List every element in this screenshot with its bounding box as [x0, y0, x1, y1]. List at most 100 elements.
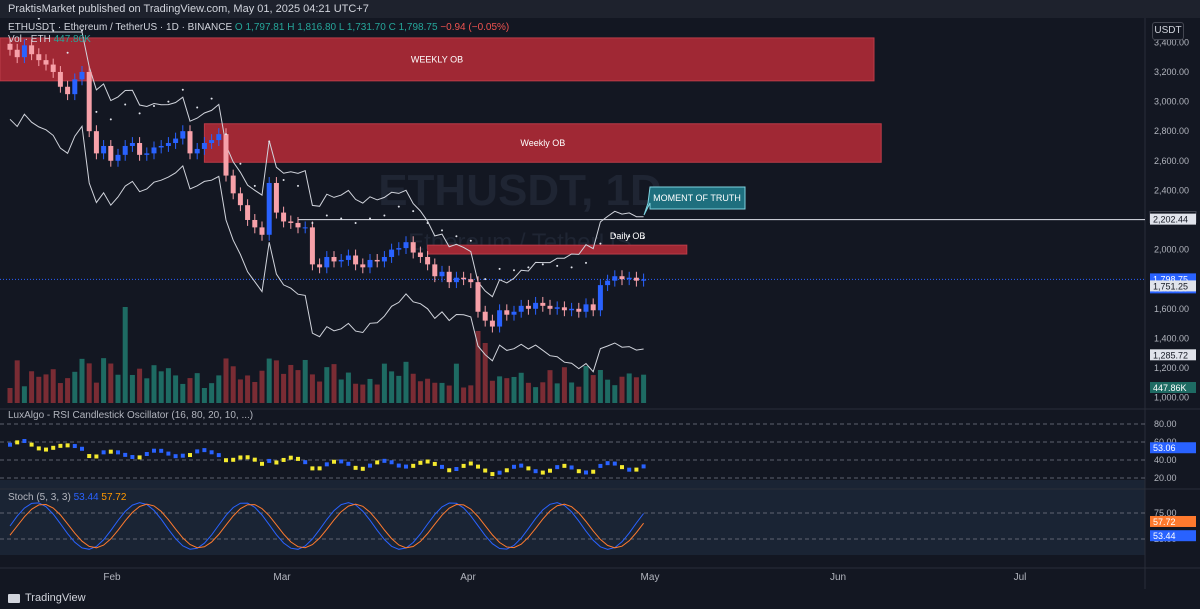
price-tick-label: 3,000.00 — [1154, 97, 1189, 107]
trailing-dot — [369, 217, 371, 220]
rsi-candle — [612, 461, 617, 466]
trailing-dot — [109, 118, 112, 121]
volume-bar — [144, 378, 150, 403]
rsi-candle — [569, 465, 574, 470]
volume-bar — [612, 385, 618, 403]
rsi-candle — [512, 464, 516, 469]
rsi-candle — [461, 463, 466, 468]
volume-bar — [432, 382, 438, 403]
volume-bar — [137, 368, 143, 403]
rsi-candle — [598, 463, 603, 468]
candle-body — [381, 256, 387, 262]
rsi-candle — [15, 440, 20, 445]
candle-body — [108, 145, 114, 161]
stoch-d-tag — [1150, 515, 1196, 527]
trailing-dot — [383, 214, 386, 217]
volume-bar — [468, 385, 474, 403]
volume-bar — [7, 388, 13, 403]
volume-bar — [65, 378, 71, 403]
order-block-label: Weekly OB — [520, 138, 565, 148]
volume-bar — [237, 379, 243, 403]
rsi-candle — [533, 469, 538, 474]
volume-bar — [533, 387, 539, 403]
rsi-candle — [8, 442, 12, 447]
rsi-candle — [209, 450, 214, 455]
rsi-candle — [72, 444, 77, 449]
volume-bar — [547, 370, 553, 403]
rsi-candle — [238, 455, 243, 460]
volume-bar — [317, 381, 323, 403]
rsi-candle — [108, 449, 113, 454]
volume-bar — [511, 376, 517, 403]
rsi-candle — [65, 443, 70, 448]
tradingview-logo[interactable]: TradingView — [8, 592, 86, 604]
rsi-candle — [159, 448, 164, 453]
candle-body — [439, 271, 445, 277]
candle-body — [129, 143, 135, 146]
rsi-candle — [101, 450, 106, 455]
rsi-candle — [260, 461, 264, 466]
volume-bar — [101, 358, 107, 403]
currency-button[interactable]: USDT — [1152, 22, 1184, 40]
rsi-candle — [440, 464, 444, 469]
volume-bar — [309, 374, 315, 403]
volume-bar — [115, 374, 121, 403]
rsi-candle — [29, 442, 34, 447]
rsi-tick-label: 60.00 — [1154, 437, 1177, 447]
candle-body — [482, 311, 488, 321]
trailing-dot — [455, 235, 458, 238]
volume-bar — [209, 383, 215, 403]
trailing-dot — [585, 261, 587, 264]
stoch-indicator-name: Stoch (5, 3, 3) — [8, 492, 71, 503]
callout-box — [643, 186, 746, 216]
trailing-dot — [556, 264, 559, 267]
candle-body — [360, 264, 366, 268]
volume-bar — [626, 373, 632, 403]
rsi-candle — [22, 439, 27, 444]
rsi-candle — [591, 469, 596, 474]
candle-body — [252, 219, 258, 228]
candle-body — [497, 310, 503, 327]
rsi-candle — [116, 450, 120, 455]
volume-bar — [14, 360, 20, 403]
price-tag-box — [1150, 280, 1196, 292]
candle-body — [324, 256, 330, 268]
stoch-band — [0, 480, 1145, 555]
time-axis-label: Jul — [1014, 572, 1027, 583]
candle-body — [158, 145, 164, 148]
rsi-candle — [152, 448, 156, 453]
volume-bar — [345, 372, 351, 403]
trailing-dot — [613, 233, 616, 236]
volume-bar — [151, 365, 157, 403]
volume-bar — [475, 331, 481, 403]
candle-body — [50, 64, 56, 72]
trailing-dot — [541, 263, 544, 266]
volume-bar — [504, 378, 510, 403]
trailing-dot — [628, 235, 631, 238]
trailing-dot — [268, 140, 271, 143]
publisher-bar: PraktisMarket published on TradingView.c… — [0, 0, 1200, 18]
candle-body — [612, 276, 618, 281]
volume-bar — [489, 380, 495, 403]
volume-bar — [158, 371, 164, 403]
price-tick-label: 2,400.00 — [1154, 185, 1189, 195]
candle-body — [626, 277, 632, 280]
trailing-dot — [81, 29, 83, 32]
rsi-candle — [317, 466, 322, 471]
rsi-candle — [620, 465, 624, 470]
candle-body — [547, 305, 553, 309]
stoch-d-label: 57.72 — [101, 492, 127, 503]
candle-body — [605, 280, 611, 286]
candle-body — [345, 255, 351, 260]
rsi-candle — [123, 452, 128, 457]
rsi-candle — [576, 469, 581, 474]
order-block-label: Daily OB — [610, 231, 646, 241]
trailing-dot — [527, 266, 530, 269]
trailing-dot — [484, 278, 487, 281]
rsi-candle — [274, 460, 279, 465]
price-tag-label: 1,798.75 — [1153, 274, 1188, 284]
volume-bar — [165, 368, 171, 403]
volume-bar — [338, 379, 344, 403]
rsi-candle — [540, 470, 545, 475]
